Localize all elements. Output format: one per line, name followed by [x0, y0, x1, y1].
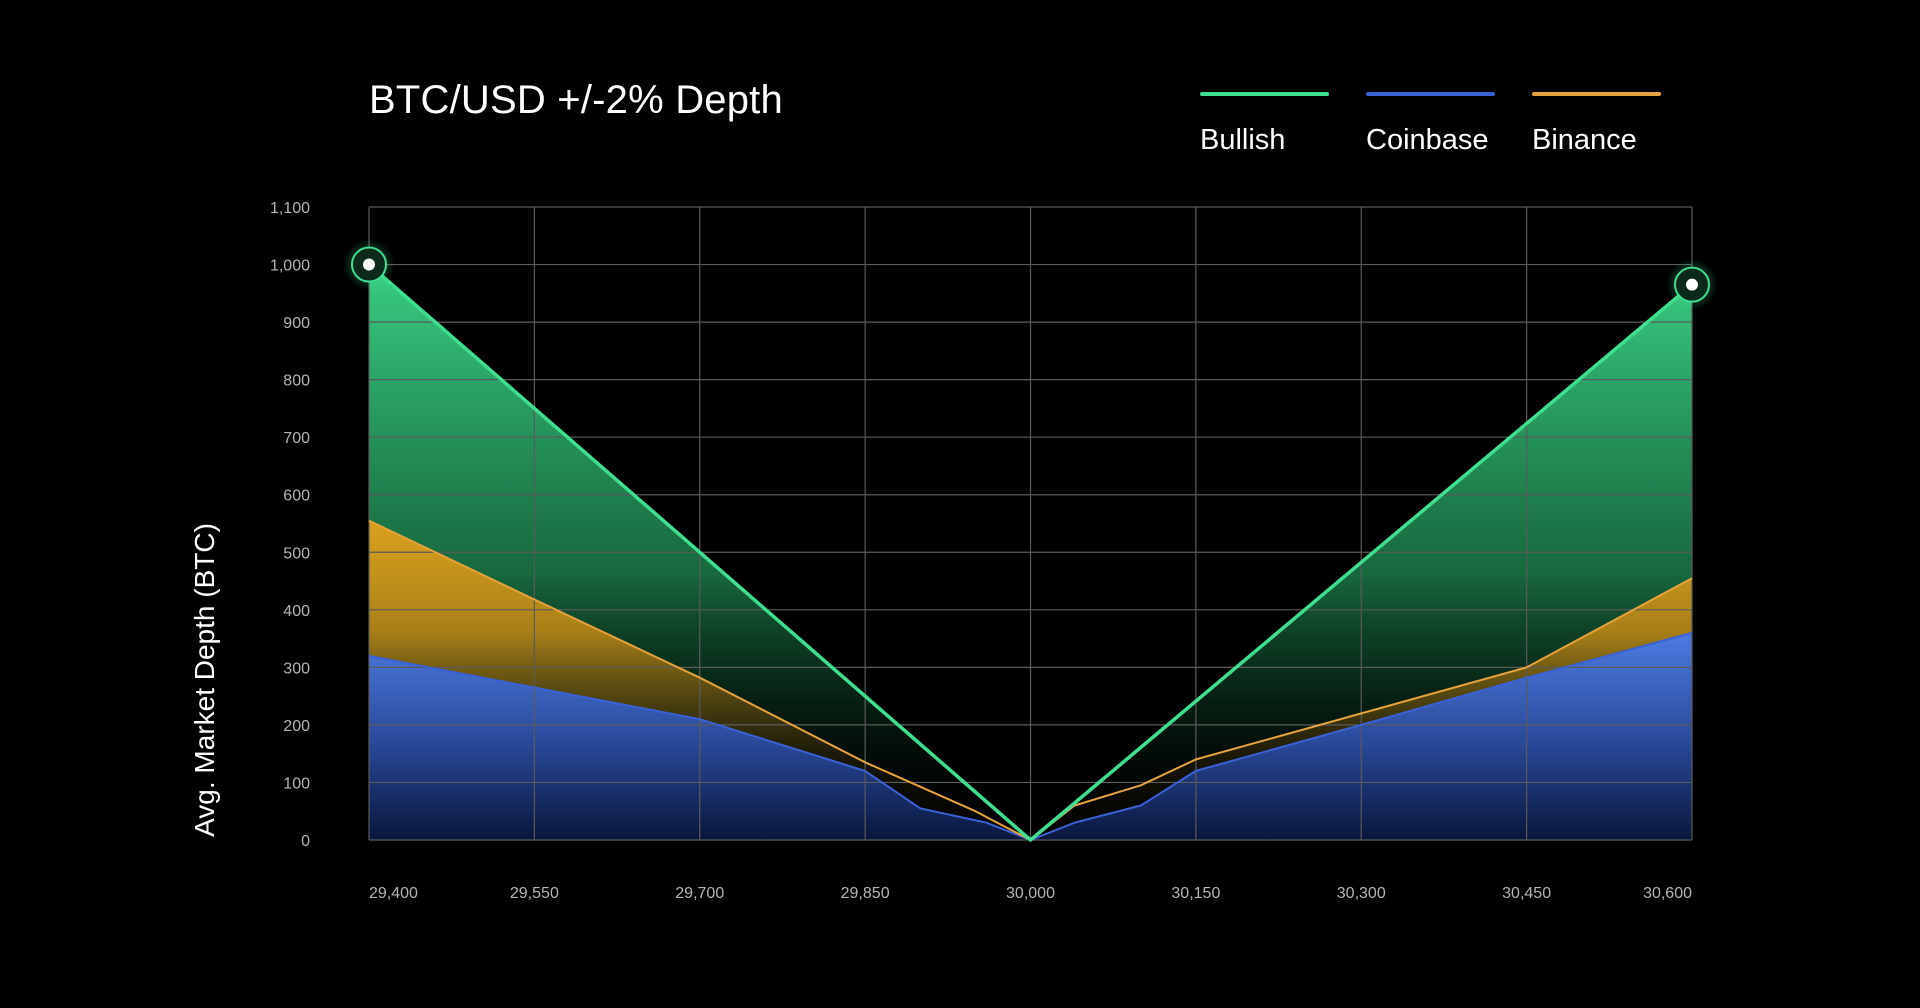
- legend-item-bullish: Bullish: [1200, 92, 1330, 157]
- x-tick-label: 30,600: [1643, 885, 1692, 902]
- y-tick-label: 700: [283, 430, 310, 447]
- legend-item-binance: Binance: [1532, 92, 1662, 157]
- legend-item-coinbase: Coinbase: [1366, 92, 1496, 157]
- legend-swatch-binance: [1532, 92, 1661, 96]
- series-line-bullish: [367, 263, 1694, 842]
- x-tick-label: 29,700: [675, 885, 724, 902]
- x-tick-label: 30,300: [1337, 885, 1386, 902]
- y-tick-label: 900: [283, 315, 310, 332]
- x-tick-label: 30,450: [1502, 885, 1551, 902]
- y-tick-label: 100: [283, 775, 310, 792]
- x-tick-label: 30,000: [1006, 885, 1055, 902]
- y-tick-label: 300: [283, 660, 310, 677]
- y-tick-label: 600: [283, 488, 310, 505]
- legend-swatch-bullish: [1200, 92, 1329, 96]
- y-tick-label: 0: [301, 833, 310, 850]
- legend-swatch-coinbase: [1366, 92, 1495, 96]
- legend-label-bullish: Bullish: [1200, 124, 1286, 156]
- marker-dot: [363, 258, 375, 271]
- x-tick-label: 29,550: [510, 885, 559, 902]
- y-tick-label: 200: [283, 718, 310, 735]
- x-tick-label: 29,850: [841, 885, 890, 902]
- x-tick-label: 29,400: [369, 885, 418, 902]
- x-tick-label: 30,150: [1171, 885, 1220, 902]
- bullish-marker-start: [343, 238, 395, 291]
- y-tick-label: 400: [283, 603, 310, 620]
- y-tick-label: 1,100: [270, 200, 310, 217]
- bullish-marker-end: [1666, 258, 1718, 311]
- marker-dot: [1686, 278, 1698, 291]
- y-tick-label: 1,000: [270, 258, 310, 275]
- y-tick-label: 800: [283, 373, 310, 390]
- legend-label-coinbase: Coinbase: [1366, 124, 1489, 156]
- y-tick-label: 500: [283, 545, 310, 562]
- chart-title: BTC/USD +/-2% Depth: [369, 78, 783, 122]
- legend-label-binance: Binance: [1532, 124, 1637, 156]
